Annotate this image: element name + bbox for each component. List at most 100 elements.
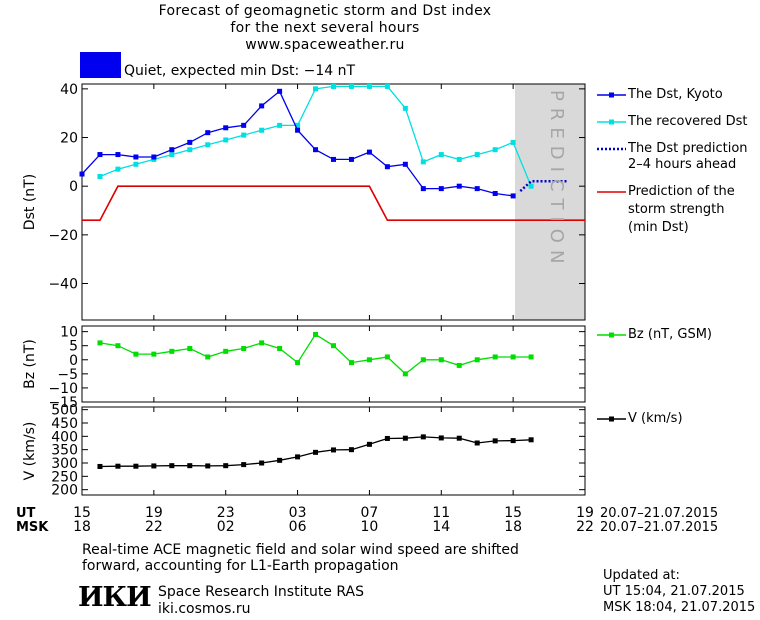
dst-y-tick-label: −20 [48,228,78,244]
v-plot-frame [81,406,586,496]
recovered-dst-point [366,83,372,89]
recovered-dst-point [456,156,462,162]
v-point [528,437,534,443]
status-text: Quiet, expected min Dst: −14 nT [124,63,356,79]
legend-storm-1: Prediction of the [628,184,735,199]
v-point [115,463,121,469]
bz-line [99,333,532,375]
v-legend-marker [609,416,614,422]
bz-y-tick-label: −5 [57,367,78,383]
bz-y-tick-label: 0 [69,353,78,369]
bz-point [528,354,534,360]
legend-dst-prediction-1: The Dst prediction [628,141,748,156]
legend-v: V (km/s) [628,411,683,426]
bz-point [384,354,390,360]
bz-point [348,360,354,366]
msk-tick-label: 18 [504,519,522,535]
ut-axis-label: UT [16,506,36,521]
v-point [474,440,480,446]
dst-kyoto-point [259,103,265,109]
msk-tick-label: 02 [217,519,235,535]
dst-kyoto-point [366,149,372,155]
msk-axis-label: MSK [16,520,49,535]
ut-tick-label: 23 [217,505,235,521]
ut-tick-labels: 15 19 23 03 07 11 15 19 [73,505,594,521]
v-point [510,438,516,444]
ut-tick-label: 19 [145,505,163,521]
v-point [456,435,462,441]
v-point [241,462,247,468]
legend-recovered-dst: The recovered Dst [628,114,748,129]
dst-kyoto-point [223,125,229,131]
recovered-dst-point [223,137,229,143]
dst-kyoto-point [115,152,121,158]
msk-tick-label: 10 [361,519,379,535]
dst-y-tick-label: −40 [48,277,78,293]
recovered-dst-point [115,166,121,172]
bz-series [97,331,534,377]
ut-tick-label: 15 [73,505,91,521]
bz-point [169,348,175,354]
updated-label: Updated at: [603,568,680,583]
dst-kyoto-point [97,152,103,158]
chart-subtitle: for the next several hours [230,20,420,36]
v-point [313,449,319,455]
recovered-dst-point [474,152,480,158]
bz-point [115,343,121,349]
dst-kyoto-point [456,183,462,189]
ut-tick-label: 11 [432,505,450,521]
v-point [366,441,372,447]
msk-tick-label: 14 [432,519,450,535]
v-point [348,447,354,453]
bz-point [438,357,444,363]
dst-y-ticks: 40 20 0 −20 −40 [48,82,586,320]
dst-kyoto-line [81,90,514,197]
dst-kyoto-point [187,139,193,145]
v-y-axis-label: V (km/s) [22,422,38,481]
dst-plot-frame [81,83,586,321]
bz-point [205,354,211,360]
dst-prediction-line [519,180,567,193]
dst-kyoto-point [79,171,85,177]
dst-kyoto-point [348,156,354,162]
dst-kyoto-point [313,147,319,153]
ut-date-range: 20.07–21.07.2015 [600,506,718,521]
v-point [187,463,193,469]
dst-kyoto-point [295,127,301,133]
recovered-dst-line [99,85,532,187]
footer-note-1: Real-time ACE magnetic field and solar w… [82,542,519,558]
dst-kyoto-point [402,161,408,167]
bz-point [456,362,462,368]
recovered-dst-point [348,83,354,89]
dst-kyoto-point [384,164,390,170]
v-y-tick-label: 350 [51,443,78,459]
institute-site-link[interactable]: iki.cosmos.ru [158,601,251,617]
legend-dst-kyoto: The Dst, Kyoto [628,87,723,102]
recovered-dst-point [133,161,139,167]
dst-kyoto-point [474,186,480,192]
status-swatch [80,52,121,78]
bz-point [402,371,408,377]
v-point [438,435,444,441]
storm-strength-line [82,185,585,221]
dst-kyoto-legend-marker [609,92,614,98]
bz-y-tick-label: −15 [48,395,78,411]
bz-point [223,348,229,354]
bz-y-tick-label: 10 [60,325,78,341]
updated-msk: MSK 18:04, 21.07.2015 [603,600,756,615]
dst-kyoto-point [169,147,175,153]
legend-storm-2: storm strength [628,202,725,217]
dst-y-tick-label: 20 [60,131,78,147]
dst-kyoto-point [205,130,211,136]
recovered-dst-point [277,122,283,128]
v-point [205,463,211,469]
recovered-dst-point [402,105,408,111]
legend-bz: Bz (nT, GSM) [628,327,713,342]
legend-dst-prediction-2: 2–4 hours ahead [628,157,737,172]
v-y-tick-label: 400 [51,429,78,445]
recovered-dst-point [187,147,193,153]
v-point [295,454,301,460]
v-point [420,434,426,440]
